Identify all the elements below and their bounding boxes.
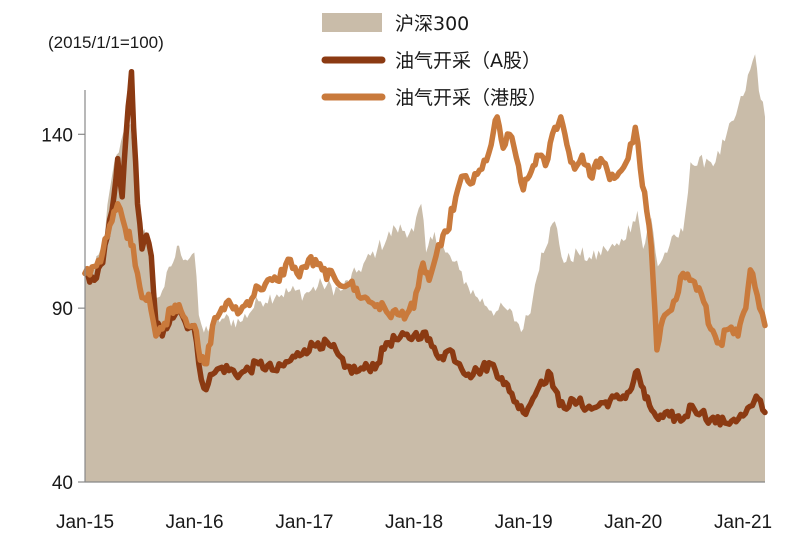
plot-area: [82, 54, 768, 483]
legend-label-hs300: 沪深300: [395, 13, 469, 35]
x-tick-label: Jan-16: [166, 512, 224, 533]
y-tick-label: 140: [41, 125, 73, 146]
legend-label-a-share: 油气开采（A股）: [395, 50, 541, 72]
series-line-hk-share: [82, 114, 768, 367]
legend-item-hs300: 沪深300: [322, 13, 469, 35]
legend: 沪深300 油气开采（A股） 油气开采（港股）: [321, 13, 547, 109]
x-tick-label: Jan-15: [56, 512, 114, 533]
x-tick-label: Jan-19: [495, 512, 553, 533]
legend-label-hk-share: 油气开采（港股）: [395, 87, 547, 109]
legend-item-hk-share: 油气开采（港股）: [321, 87, 547, 109]
legend-item-a-share: 油气开采（A股）: [321, 50, 541, 72]
x-tick-label: Jan-18: [385, 512, 443, 533]
x-tick-label: Jan-20: [604, 512, 662, 533]
y-axis: 140 90 40: [41, 125, 85, 494]
legend-swatch-hs300: [322, 13, 382, 32]
unit-label: (2015/1/1=100): [48, 33, 164, 52]
y-tick-label: 90: [52, 299, 73, 320]
x-tick-label: Jan-17: [275, 512, 333, 533]
x-axis: Jan-15 Jan-16 Jan-17 Jan-18 Jan-19 Jan-20 Jan-…: [56, 512, 772, 533]
x-tick-label: Jan-21: [714, 512, 772, 533]
y-tick-label: 40: [52, 473, 73, 494]
